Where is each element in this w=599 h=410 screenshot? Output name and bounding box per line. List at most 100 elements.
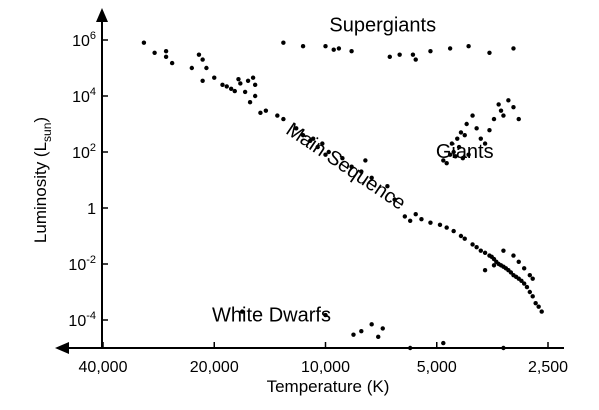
- star-point: [516, 259, 521, 264]
- y-tick-label: 10-4: [68, 310, 96, 330]
- star-point: [258, 110, 263, 116]
- star-point: [496, 102, 501, 107]
- star-point: [315, 144, 320, 150]
- star-point: [501, 345, 506, 351]
- star-point: [462, 132, 467, 138]
- y-tick-label: 102: [72, 142, 96, 162]
- y-ticks-group: 10-4 10-2 1 102 104 106: [68, 30, 108, 330]
- star-point: [470, 113, 475, 118]
- star-point: [397, 52, 402, 57]
- star-point: [349, 164, 354, 169]
- star-point: [516, 116, 521, 122]
- star-point: [444, 225, 449, 230]
- star-point: [449, 141, 455, 146]
- star-point: [340, 156, 345, 161]
- star-point: [300, 44, 306, 49]
- star-point: [458, 130, 464, 135]
- annotations-group: Supergiants Giants Main Sequence White Dwar…: [212, 15, 494, 327]
- x-ticks-group: 40,000 20,000 10,000 5,000 2,500: [79, 342, 568, 376]
- star-point: [200, 57, 205, 62]
- star-point: [141, 40, 147, 45]
- star-point: [247, 100, 253, 105]
- y-tick-label: 106: [72, 30, 96, 50]
- star-point: [453, 154, 458, 159]
- star-point: [533, 300, 538, 306]
- star-point: [444, 160, 449, 166]
- star-point: [491, 116, 497, 122]
- star-point: [326, 149, 331, 155]
- star-point: [359, 328, 364, 334]
- star-point: [482, 268, 488, 273]
- y-axis-title: Luminosity (Lsun): [31, 117, 54, 243]
- star-point: [385, 184, 390, 189]
- star-point: [478, 248, 483, 253]
- star-point: [331, 47, 336, 52]
- star-point: [521, 281, 527, 286]
- star-point: [336, 46, 342, 51]
- star-point: [419, 216, 424, 222]
- star-point: [521, 266, 527, 271]
- star-point: [236, 76, 241, 82]
- star-point: [506, 98, 511, 103]
- star-point: [413, 57, 418, 62]
- y-axis-title-main: Luminosity (L: [31, 142, 50, 243]
- region-label: Giants: [436, 141, 494, 163]
- star-point: [474, 244, 479, 250]
- star-point: [351, 332, 356, 337]
- data-points-group: [141, 40, 544, 351]
- star-point: [511, 253, 516, 258]
- x-tick-label: 20,000: [190, 359, 239, 376]
- star-point: [530, 294, 535, 299]
- star-point: [482, 141, 488, 146]
- y-tick-label: 104: [72, 86, 96, 106]
- star-point: [200, 78, 205, 83]
- star-point: [407, 345, 413, 351]
- y-axis-title-subscript: sun: [40, 123, 54, 142]
- y-tick-label: 1: [87, 201, 96, 218]
- star-point: [212, 75, 217, 80]
- star-point: [428, 220, 433, 225]
- star-point: [462, 236, 467, 241]
- star-point: [451, 149, 456, 155]
- star-point: [410, 52, 416, 57]
- star-point: [487, 128, 492, 133]
- star-point: [474, 126, 479, 131]
- star-point: [524, 284, 530, 290]
- star-point: [455, 136, 460, 141]
- star-point: [376, 334, 381, 340]
- region-label: Main Sequence: [282, 119, 410, 215]
- y-axis-arrowhead: [96, 8, 108, 22]
- x-tick-label: 2,500: [528, 359, 568, 376]
- star-point: [460, 156, 466, 161]
- star-point: [413, 212, 418, 217]
- star-point: [169, 60, 175, 66]
- star-point: [294, 126, 299, 131]
- star-point: [369, 322, 374, 327]
- region-label: Supergiants: [329, 15, 436, 37]
- star-point: [407, 218, 413, 223]
- star-point: [152, 50, 157, 55]
- star-point: [369, 175, 374, 180]
- star-point: [323, 152, 328, 157]
- star-point: [242, 89, 248, 95]
- star-point: [466, 152, 471, 157]
- star-point: [320, 141, 325, 146]
- star-point: [323, 312, 328, 318]
- star-point: [482, 250, 488, 256]
- star-point: [232, 88, 237, 94]
- star-point: [402, 214, 408, 219]
- star-point: [458, 233, 464, 239]
- star-point: [238, 81, 243, 86]
- star-point: [441, 158, 446, 163]
- star-point: [392, 197, 397, 202]
- star-point: [224, 84, 229, 89]
- region-label: White Dwarfs: [212, 304, 331, 326]
- star-point: [464, 121, 469, 127]
- star-point: [204, 65, 209, 71]
- star-point: [228, 86, 234, 92]
- star-point: [163, 54, 169, 60]
- star-point: [275, 113, 280, 118]
- star-point: [530, 276, 535, 281]
